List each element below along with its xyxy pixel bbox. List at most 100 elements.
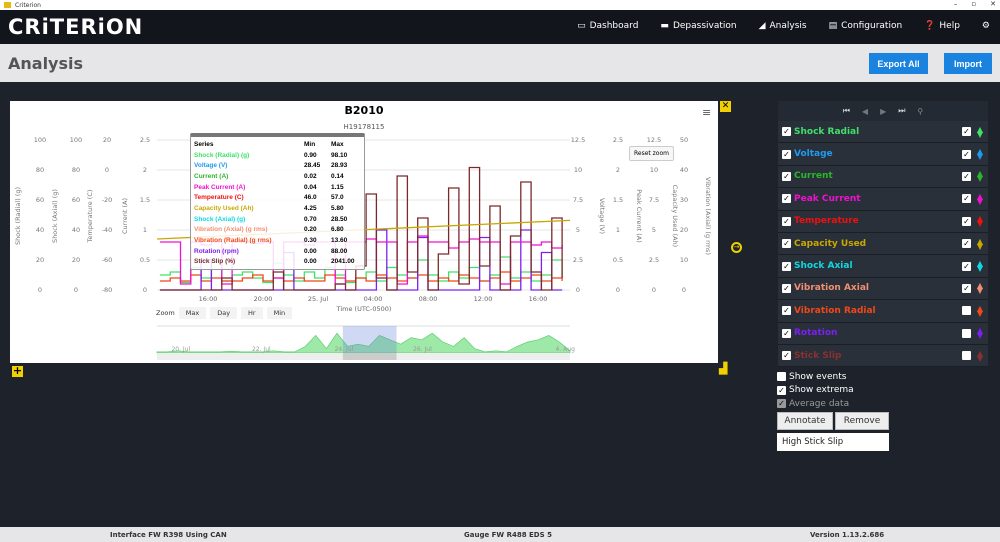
window-title: Criterion xyxy=(15,1,41,9)
axis-tick-label: 2.5 xyxy=(613,136,623,144)
sort-arrows-icon[interactable]: ▲ ▼ xyxy=(976,303,984,318)
show-extrema-checkbox[interactable]: ✓ xyxy=(777,385,786,395)
series-row: ✓ Stick Slip ▲ ▼ xyxy=(778,344,988,368)
zoom-day-button[interactable]: Day xyxy=(210,307,238,319)
sort-arrows-icon[interactable]: ▲ ▼ xyxy=(976,147,984,162)
series-axis-checkbox[interactable]: ✓ xyxy=(962,171,971,181)
axis-tick-label: 0.5 xyxy=(140,256,150,264)
step-back-icon[interactable]: ◀ xyxy=(861,106,869,116)
series-axis-checkbox[interactable]: ✓ xyxy=(962,216,971,226)
zoom-max-button[interactable]: Max xyxy=(178,307,207,319)
series-axis-checkbox[interactable]: ✓ xyxy=(962,127,971,137)
series-visible-checkbox[interactable]: ✓ xyxy=(782,261,791,271)
tooltip-row: Rotation (rpm) 0.00 88.00 xyxy=(194,246,361,257)
axis-tick-label: 0.5 xyxy=(613,256,623,264)
tooltip-max: 28.50 xyxy=(331,215,348,223)
series-axis-checkbox[interactable] xyxy=(962,306,971,316)
sort-arrows-icon[interactable]: ▲ ▼ xyxy=(976,348,984,363)
nav-depassivation[interactable]: ▬ Depassivation xyxy=(660,21,736,31)
nav-label: Analysis xyxy=(769,21,807,31)
axis-tick-label: 1.5 xyxy=(613,196,623,204)
series-label: Vibration Axial xyxy=(794,283,869,294)
x-tick-label: 04:00 xyxy=(364,295,383,303)
series-axis-checkbox[interactable] xyxy=(962,351,971,361)
nav-label: Configuration xyxy=(841,21,903,31)
series-visible-checkbox[interactable]: ✓ xyxy=(782,328,791,338)
collapse-panel-icon[interactable]: → xyxy=(731,242,742,253)
axis-tick-label: 0 xyxy=(74,286,78,294)
minimize-icon[interactable]: – xyxy=(953,0,958,8)
series-label: Stick Slip xyxy=(794,350,842,361)
axis-tick-label: 7.5 xyxy=(573,196,583,204)
skip-end-icon[interactable]: ⏭ xyxy=(898,106,906,115)
series-axis-checkbox[interactable] xyxy=(962,328,971,338)
chart-menu-icon[interactable]: ≡ xyxy=(702,106,712,119)
series-line-stick-slip xyxy=(159,166,563,291)
nav-dashboard[interactable]: ▭ Dashboard xyxy=(577,21,638,31)
annotate-button[interactable]: Annotate xyxy=(777,412,833,430)
series-axis-checkbox[interactable]: ✓ xyxy=(962,239,971,249)
reset-zoom-button[interactable]: Reset zoom xyxy=(629,146,674,161)
zoom-min-button[interactable]: Min xyxy=(266,307,293,319)
series-visible-checkbox[interactable]: ✓ xyxy=(782,194,791,204)
axis-tick-label: 50 xyxy=(680,136,688,144)
nav-analysis[interactable]: ◢ Analysis xyxy=(759,21,807,31)
tooltip-min: 0.00 xyxy=(304,247,317,255)
skip-start-icon[interactable]: ⏮ xyxy=(842,106,850,115)
step-forward-icon[interactable]: ▶ xyxy=(880,106,887,116)
nav-help[interactable]: ❓ Help xyxy=(924,21,960,31)
navigator-selection[interactable] xyxy=(342,326,397,353)
series-visible-checkbox[interactable]: ✓ xyxy=(782,306,791,316)
signal-bars-icon[interactable]: ▟ xyxy=(719,362,728,375)
series-visible-checkbox[interactable]: ✓ xyxy=(782,127,791,137)
axis-tick-label: 40 xyxy=(680,166,688,174)
series-axis-checkbox[interactable]: ✓ xyxy=(962,149,971,159)
annotation-input[interactable]: High Stick Slip xyxy=(777,433,889,451)
axis-tick-label: 0 xyxy=(143,286,147,294)
navigator-label: 4. Aug xyxy=(556,346,576,353)
sort-arrows-icon[interactable]: ▲ ▼ xyxy=(976,191,984,206)
nav-configuration[interactable]: ▤ Configuration xyxy=(829,21,903,31)
chart-panel[interactable]: B2010 H19178115 100 80 60 40 20 0 Shock (Radial)… xyxy=(10,101,718,363)
axis-tick-label: 2.5 xyxy=(649,256,659,264)
add-chart-button[interactable]: + xyxy=(12,364,23,377)
series-visible-checkbox[interactable]: ✓ xyxy=(782,351,791,361)
close-chart-button[interactable]: ✕ xyxy=(720,101,731,112)
series-axis-checkbox[interactable]: ✓ xyxy=(962,194,971,204)
sort-arrows-icon[interactable]: ▲ ▼ xyxy=(976,236,984,251)
axis-tick-label: -20 xyxy=(102,196,113,204)
maximize-icon[interactable]: ▫ xyxy=(971,0,977,8)
scrollbar-thumb[interactable] xyxy=(342,353,397,360)
export-all-button[interactable]: Export All xyxy=(869,53,928,74)
tooltip-series-name: Current (A) xyxy=(194,172,229,180)
tooltip-min: 0.02 xyxy=(304,172,317,180)
map-pin-icon[interactable]: ⚲ xyxy=(917,106,924,116)
sort-arrows-icon[interactable]: ▲ ▼ xyxy=(976,214,984,229)
axis-tick-label: 30 xyxy=(680,196,688,204)
zoom-hr-button[interactable]: Hr xyxy=(241,307,263,319)
series-visible-checkbox[interactable]: ✓ xyxy=(782,283,791,293)
sort-arrows-icon[interactable]: ▲ ▼ xyxy=(976,124,984,139)
sort-arrows-icon[interactable]: ▲ ▼ xyxy=(976,326,984,341)
tooltip-max: 5.80 xyxy=(331,204,344,212)
tooltip-header: Series xyxy=(194,140,214,148)
import-button[interactable]: Import xyxy=(944,53,992,74)
sort-arrows-icon[interactable]: ▲ ▼ xyxy=(976,169,984,184)
gear-icon[interactable]: ⚙ xyxy=(981,21,990,31)
sort-arrows-icon[interactable]: ▲ ▼ xyxy=(976,259,984,274)
axis-tick-label: 12.5 xyxy=(571,136,585,144)
series-axis-checkbox[interactable]: ✓ xyxy=(962,283,971,293)
tooltip-max: 2041.00 xyxy=(331,258,355,266)
series-visible-checkbox[interactable]: ✓ xyxy=(782,171,791,181)
remove-button[interactable]: Remove xyxy=(835,412,889,430)
series-axis-checkbox[interactable]: ✓ xyxy=(962,261,971,271)
series-visible-checkbox[interactable]: ✓ xyxy=(782,216,791,226)
series-visible-checkbox[interactable]: ✓ xyxy=(782,239,791,249)
sort-arrows-icon[interactable]: ▲ ▼ xyxy=(976,281,984,296)
series-row: ✓ Peak Current ✓ ▲ ▼ xyxy=(778,188,988,211)
tooltip-row: Current (A) 0.02 0.14 xyxy=(194,171,361,182)
brand-logo: CRiTERiON xyxy=(8,15,144,39)
series-visible-checkbox[interactable]: ✓ xyxy=(782,149,791,159)
show-events-checkbox[interactable] xyxy=(777,372,786,382)
close-window-icon[interactable]: ✕ xyxy=(990,0,996,8)
